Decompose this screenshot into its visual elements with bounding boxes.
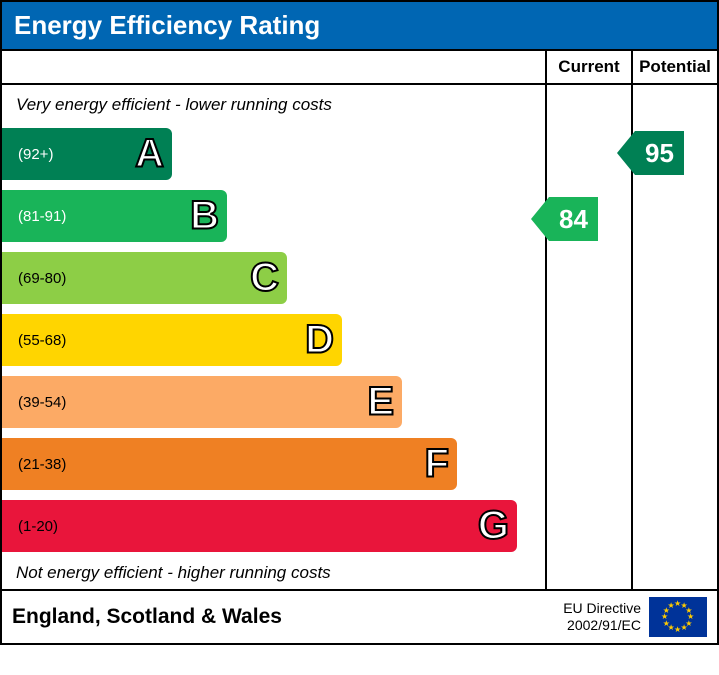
band-range-c: (69-80) — [2, 270, 66, 287]
band-letter-b: B — [190, 194, 219, 239]
band-row-a: (92+) A — [2, 125, 545, 183]
body-area: Very energy efficient - lower running co… — [2, 85, 717, 589]
col-header-potential: Potential — [631, 51, 717, 83]
band-row-e: (39-54) E — [2, 373, 545, 431]
band-bar-b: (81-91) B — [2, 190, 227, 242]
band-row-b: (81-91) B — [2, 187, 545, 245]
footer: England, Scotland & Wales EU Directive 2… — [2, 589, 717, 643]
eu-star-icon: ★ — [668, 601, 675, 610]
band-range-f: (21-38) — [2, 456, 66, 473]
eu-star-icon: ★ — [674, 625, 681, 634]
band-bar-e: (39-54) E — [2, 376, 402, 428]
eu-star-icon: ★ — [681, 623, 688, 632]
potential-pointer: 95 — [617, 131, 684, 175]
band-bar-f: (21-38) F — [2, 438, 457, 490]
band-bar-d: (55-68) D — [2, 314, 342, 366]
band-bar-a: (92+) A — [2, 128, 172, 180]
potential-pointer-arrow-icon — [617, 131, 635, 175]
eu-flag-icon: ★★★★★★★★★★★★ — [649, 597, 707, 637]
band-range-a: (92+) — [2, 146, 53, 163]
title-bar: Energy Efficiency Rating — [2, 2, 717, 49]
band-range-d: (55-68) — [2, 332, 66, 349]
band-letter-g: G — [478, 504, 509, 549]
chart-title: Energy Efficiency Rating — [14, 10, 320, 40]
region-label: England, Scotland & Wales — [12, 605, 563, 629]
caption-top: Very energy efficient - lower running co… — [2, 91, 545, 121]
chart-grid: Current Potential Very energy efficient … — [2, 49, 717, 589]
band-row-d: (55-68) D — [2, 311, 545, 369]
header-row: Current Potential — [2, 49, 717, 85]
current-pointer-arrow-icon — [531, 197, 549, 241]
current-pointer: 84 — [531, 197, 598, 241]
band-letter-e: E — [367, 380, 394, 425]
col-header-current: Current — [545, 51, 631, 83]
band-bar-c: (69-80) C — [2, 252, 287, 304]
band-letter-c: C — [250, 256, 279, 301]
epc-chart: Energy Efficiency Rating Current Potenti… — [0, 0, 719, 645]
caption-bottom: Not energy efficient - higher running co… — [2, 559, 545, 589]
current-pointer-value: 84 — [549, 197, 598, 241]
band-row-f: (21-38) F — [2, 435, 545, 493]
band-row-g: (1-20) G — [2, 497, 545, 555]
band-letter-f: F — [425, 442, 449, 487]
band-range-g: (1-20) — [2, 518, 58, 535]
potential-column: 95 — [631, 85, 717, 589]
band-range-b: (81-91) — [2, 208, 66, 225]
directive-label: EU Directive 2002/91/EC — [563, 600, 641, 634]
band-letter-d: D — [305, 318, 334, 363]
band-row-c: (69-80) C — [2, 249, 545, 307]
potential-pointer-value: 95 — [635, 131, 684, 175]
band-bar-g: (1-20) G — [2, 500, 517, 552]
bands-column: Very energy efficient - lower running co… — [2, 85, 545, 589]
band-letter-a: A — [135, 132, 164, 177]
band-range-e: (39-54) — [2, 394, 66, 411]
